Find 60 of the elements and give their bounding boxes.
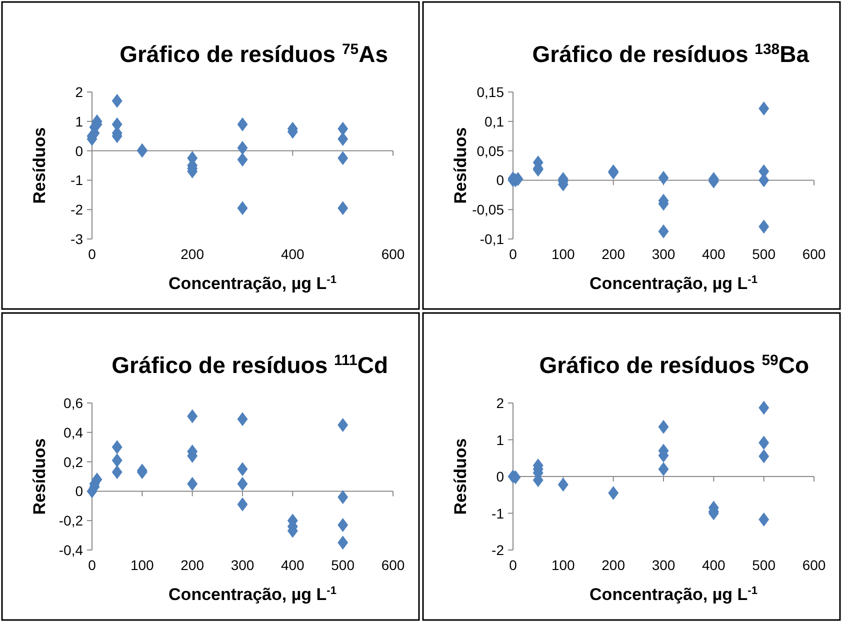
x-tick-label: 500	[752, 557, 776, 573]
y-tick-label: -2	[492, 542, 504, 558]
y-axis-title: Resíduos	[30, 127, 49, 204]
y-tick-label: 0	[75, 142, 84, 159]
x-tick-label: 400	[280, 246, 305, 262]
y-tick-label: 1	[75, 113, 84, 130]
x-tick-label: 200	[602, 557, 626, 573]
y-tick-label: -2	[70, 202, 84, 218]
x-tick-label: 300	[652, 246, 676, 262]
x-tick-label: 0	[509, 246, 518, 262]
y-axis-title: Resíduos	[30, 438, 49, 515]
y-tick-label: -0,4	[58, 542, 84, 558]
x-tick-label: 300	[230, 557, 254, 573]
chart-title: Gráfico de resíduos $^{59}$Co	[539, 352, 809, 378]
x-axis-title: Concentração, µg L$^{-1}$	[168, 274, 336, 293]
x-tick-label: 0	[88, 246, 96, 262]
x-tick-label: 200	[602, 246, 626, 262]
x-tick-label: 400	[280, 557, 305, 573]
x-tick-label: 500	[752, 246, 776, 262]
y-tick-label: -0,1	[480, 231, 504, 247]
x-tick-label: 100	[551, 557, 576, 573]
y-tick-label: -1	[492, 505, 504, 522]
y-tick-label: 0,2	[64, 454, 84, 470]
x-tick-label: 600	[802, 246, 826, 262]
chart-title: Gráfico de resíduos $^{75}$As	[120, 40, 388, 67]
y-tick-label: -3	[70, 231, 84, 247]
y-tick-label: 0	[496, 172, 504, 188]
x-tick-label: 100	[551, 246, 576, 262]
x-tick-label: 600	[381, 557, 405, 573]
y-tick-label: 0	[496, 468, 504, 484]
chart-title: Gráfico de resíduos $^{138}$Ba	[532, 40, 810, 67]
y-tick-label: 0,15	[476, 84, 504, 100]
x-tick-label: 500	[331, 557, 355, 573]
y-tick-label: 2	[496, 395, 504, 411]
x-tick-label: 100	[130, 557, 154, 573]
y-tick-label: 0,4	[64, 424, 84, 440]
x-tick-label: 600	[381, 246, 405, 262]
x-tick-label: 400	[702, 246, 726, 262]
y-tick-label: 2	[75, 84, 84, 100]
y-tick-label: 0,05	[476, 142, 504, 159]
x-tick-label: 0	[88, 557, 96, 573]
y-axis-title: Resíduos	[451, 438, 470, 515]
y-tick-label: 0,1	[484, 113, 504, 130]
chart-title: Gráfico de resíduos $^{111}$Cd	[112, 352, 388, 378]
y-tick-label: -0,05	[472, 202, 504, 218]
y-tick-label: 0	[75, 483, 84, 500]
x-tick-label: 600	[802, 557, 826, 573]
x-tick-label: 0	[509, 557, 518, 573]
x-tick-label: 300	[652, 557, 676, 573]
x-axis-title: Concentração, µg L$^{-1}$	[168, 585, 336, 604]
x-tick-label: 400	[702, 557, 726, 573]
y-tick-label: 0,6	[64, 395, 84, 411]
y-tick-label: -1	[70, 172, 84, 188]
x-axis-title: Concentração, µg L$^{-1}$	[590, 585, 758, 604]
y-tick-label: -0,2	[58, 512, 84, 529]
x-tick-label: 200	[180, 557, 204, 573]
y-axis-title: Resíduos	[451, 127, 470, 204]
x-tick-label: 200	[180, 246, 204, 262]
y-tick-label: 1	[496, 432, 504, 448]
x-axis-title: Concentração, µg L$^{-1}$	[590, 274, 758, 293]
